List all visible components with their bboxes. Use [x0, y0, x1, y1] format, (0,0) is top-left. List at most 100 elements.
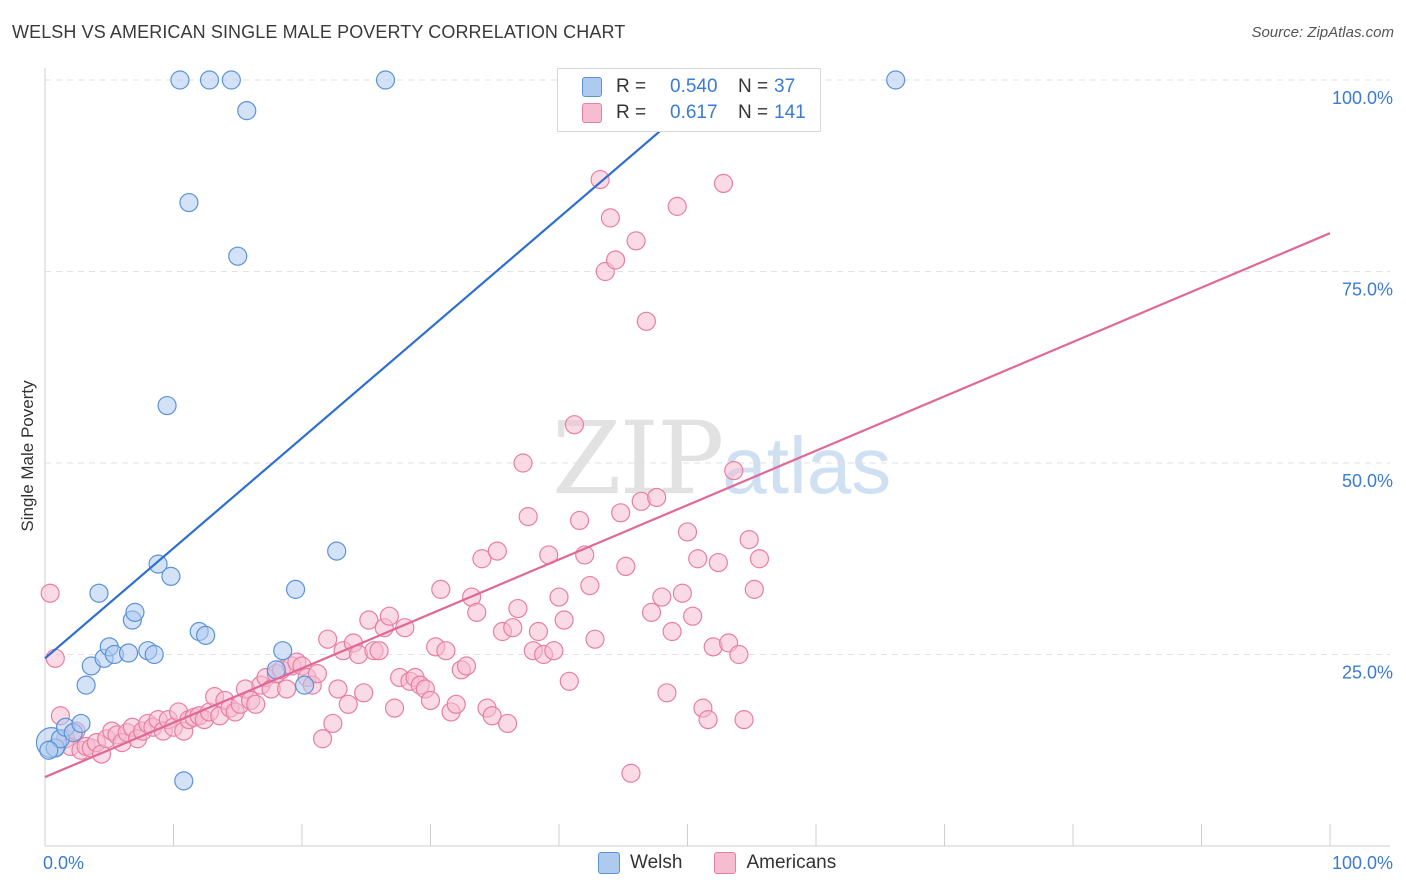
welsh-point	[89, 583, 109, 603]
y-tick-label: 100.0%	[1332, 88, 1393, 108]
americans-point	[677, 522, 698, 542]
americans-point	[379, 606, 399, 626]
americans-point	[672, 583, 692, 603]
americans-point	[739, 529, 759, 550]
welsh-points	[35, 70, 906, 791]
welsh-point	[148, 554, 168, 574]
source-label: Source: ZipAtlas.com	[1251, 24, 1394, 41]
americans-point	[328, 679, 348, 699]
americans-point	[40, 583, 60, 603]
americans-point	[518, 507, 538, 527]
americans-point	[698, 710, 718, 730]
y-tick-label: 25.0%	[1342, 663, 1393, 683]
series-legend: Welsh Americans	[598, 852, 868, 874]
americans-point	[652, 587, 672, 607]
americans-point	[482, 706, 502, 726]
americans-point	[472, 549, 492, 569]
americans-point	[724, 461, 744, 481]
r-label: R =	[616, 76, 647, 97]
americans-point	[318, 629, 338, 649]
chart-title: WELSH VS AMERICAN SINGLE MALE POVERTY CO…	[12, 22, 626, 42]
welsh-point	[237, 101, 257, 121]
americans-point	[354, 683, 374, 703]
welsh-point	[118, 643, 139, 663]
americans-point	[436, 641, 456, 661]
axes	[44, 68, 1390, 847]
americans-point	[729, 644, 749, 665]
welsh-point	[285, 579, 306, 599]
americans-point	[487, 541, 507, 561]
americans-point	[359, 610, 379, 630]
americans-point	[734, 710, 754, 730]
welsh-point	[174, 771, 194, 791]
americans-point	[276, 679, 297, 699]
legend-row-americans: R = 0.617 N = 141	[582, 100, 806, 126]
welsh-point	[294, 675, 315, 695]
americans-point	[420, 690, 441, 711]
americans-point	[616, 556, 636, 577]
americans-points	[40, 70, 780, 783]
correlation-legend: R = 0.540 N = 37 R = 0.617 N = 141	[557, 68, 821, 132]
welsh-point	[144, 644, 164, 665]
welsh-trend-line	[44, 79, 721, 660]
americans-point	[338, 694, 358, 714]
americans-point	[544, 641, 564, 661]
welsh-point	[221, 70, 241, 90]
americans-point	[647, 487, 667, 508]
americans-point	[323, 713, 343, 734]
welsh-point	[157, 395, 177, 416]
x-tick-label: 100.0%	[1332, 853, 1393, 873]
r-label: R =	[616, 102, 647, 123]
americans-point	[580, 575, 600, 596]
americans-point	[611, 503, 631, 523]
watermark-atlas: atlas	[722, 421, 892, 510]
welsh-swatch	[598, 852, 620, 874]
americans-point	[528, 621, 549, 642]
americans-point	[621, 763, 641, 783]
americans-point	[246, 694, 266, 714]
americans-point	[45, 648, 65, 668]
americans-point	[312, 729, 333, 749]
americans-point	[749, 549, 770, 569]
welsh-point	[886, 70, 906, 90]
americans-point	[508, 598, 528, 619]
legend-row-welsh: R = 0.540 N = 37	[582, 74, 795, 100]
welsh-point	[375, 70, 396, 90]
trend-lines	[44, 79, 1331, 779]
americans-point	[384, 698, 405, 718]
legend-label-welsh: Welsh	[630, 852, 683, 873]
welsh-point	[161, 566, 181, 586]
n-label: N =	[738, 76, 769, 97]
tick-labels: 25.0% 50.0% 75.0% 100.0% 0.0% 100.0%	[43, 88, 1393, 873]
n-value: 141	[774, 102, 806, 123]
americans-point	[662, 621, 682, 642]
americans-swatch	[714, 852, 737, 874]
r-value: 0.617	[670, 102, 718, 123]
y-tick-label: 75.0%	[1342, 280, 1393, 300]
americans-point	[636, 311, 656, 331]
americans-point	[503, 618, 523, 638]
americans-point	[564, 415, 585, 435]
americans-point	[688, 549, 708, 569]
welsh-point	[273, 641, 293, 661]
americans-point	[569, 510, 590, 531]
americans-point	[683, 606, 703, 626]
welsh-swatch	[582, 77, 602, 97]
americans-point	[549, 587, 569, 607]
americans-point	[641, 602, 662, 622]
legend-label-americans: Americans	[746, 852, 837, 873]
legend-item-americans: Americans	[714, 852, 836, 874]
americans-point	[456, 656, 477, 676]
welsh-point	[196, 625, 216, 645]
americans-point	[467, 602, 487, 622]
welsh-point	[39, 740, 59, 760]
americans-trend-line	[44, 232, 1331, 779]
americans-point	[713, 173, 734, 194]
welsh-point	[199, 70, 220, 90]
n-value: 37	[774, 76, 796, 97]
welsh-point	[76, 675, 96, 695]
americans-point	[605, 250, 626, 270]
y-tick-label: 50.0%	[1342, 471, 1393, 491]
americans-point	[498, 713, 518, 734]
welsh-point	[125, 602, 145, 622]
